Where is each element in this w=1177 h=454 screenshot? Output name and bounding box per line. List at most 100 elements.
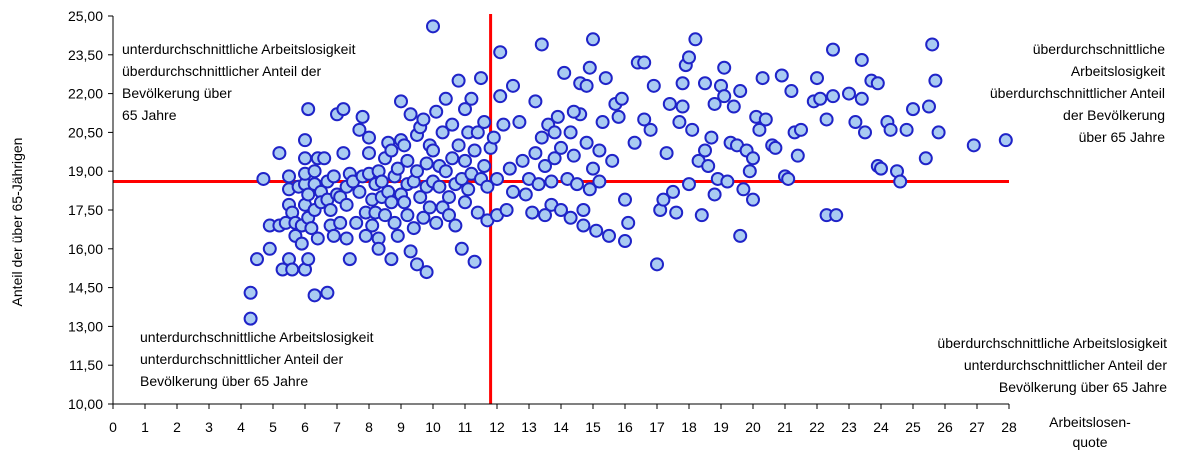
quadrant-label-bottom-left: unterdurchschnittliche Arbeitslosigkeit … (140, 326, 373, 392)
data-point (403, 244, 418, 259)
data-point (538, 159, 552, 174)
data-point (512, 115, 527, 130)
data-point (675, 76, 690, 91)
quadrant-label-line: über 65 Jahre (1078, 129, 1165, 145)
y-axis-ticks: 10,00 11,50 13,00 14,50 16,00 17,50 19,00 20,50… (68, 8, 113, 412)
x-tick-label: 17 (649, 419, 665, 435)
data-point (922, 99, 936, 114)
data-point (666, 184, 680, 199)
data-point (544, 174, 559, 189)
data-point (659, 146, 674, 161)
data-point (451, 73, 466, 88)
data-point (586, 32, 600, 47)
data-point (339, 197, 354, 212)
y-tick-label: 20,50 (68, 124, 103, 140)
x-tick-label: 22 (809, 419, 825, 435)
data-point (768, 140, 783, 155)
data-point (502, 161, 517, 176)
data-point (643, 122, 658, 137)
x-tick-label: 11 (458, 419, 473, 435)
x-tick-label: 21 (777, 419, 793, 435)
data-point (698, 76, 712, 91)
x-tick-label: 7 (333, 419, 341, 435)
x-tick-label: 19 (713, 419, 729, 435)
data-point (893, 174, 908, 189)
data-point (538, 208, 552, 223)
data-point (704, 130, 719, 145)
data-point (490, 171, 504, 186)
data-point (426, 143, 440, 158)
data-point (448, 218, 463, 233)
data-point (362, 130, 376, 145)
data-point (717, 60, 732, 75)
data-point (506, 78, 520, 93)
data-point (352, 122, 367, 137)
data-point (554, 140, 568, 155)
x-tick-label: 8 (365, 419, 373, 435)
data-point (858, 125, 872, 140)
data-point (547, 151, 562, 166)
data-point (566, 104, 581, 119)
data-point (470, 205, 485, 220)
x-axis-ticks: 0 1 2 3 4 5 6 7 8 9 10 11 12 13 14 15 16 17 18 19 20 21 22 23 24… (109, 404, 1017, 435)
data-point (352, 184, 367, 199)
data-point (378, 208, 392, 223)
data-point (250, 252, 264, 267)
x-tick-label: 25 (905, 419, 921, 435)
y-axis-title: Anteil der über 65-Jährigen (9, 138, 25, 307)
data-point (406, 221, 421, 236)
data-point (432, 179, 447, 194)
data-point (362, 146, 376, 161)
data-point (605, 153, 620, 168)
data-point (426, 19, 440, 34)
data-point (390, 161, 405, 176)
data-point (819, 112, 834, 127)
y-tick-label: 23,50 (68, 47, 103, 63)
x-tick-label: 12 (489, 419, 505, 435)
data-point (458, 153, 472, 168)
data-point (854, 91, 869, 106)
data-point (528, 94, 543, 109)
data-point (627, 135, 642, 150)
data-point (685, 122, 700, 137)
data-point (781, 171, 796, 186)
data-point (397, 138, 412, 153)
data-point (301, 252, 316, 267)
x-tick-label: 15 (585, 419, 601, 435)
data-point (323, 203, 338, 217)
data-point (637, 55, 652, 70)
data-point (307, 164, 322, 179)
data-point (899, 122, 914, 137)
data-point (365, 218, 380, 233)
data-point (829, 208, 844, 223)
data-point (758, 112, 773, 127)
quadrant-label-line: überdurchschnittliche (1032, 41, 1165, 57)
data-point (701, 159, 716, 174)
data-point (458, 102, 472, 117)
data-point (752, 122, 767, 137)
data-point (586, 161, 600, 176)
data-point (784, 84, 799, 99)
data-point (416, 210, 431, 225)
data-point (570, 177, 584, 192)
data-point (874, 161, 888, 176)
data-point (794, 122, 808, 137)
data-point (614, 91, 629, 106)
data-point (480, 179, 495, 194)
data-point (675, 99, 690, 114)
data-point (842, 86, 856, 101)
x-axis-title: Arbeitslosen- quote (1040, 412, 1140, 452)
data-point (733, 228, 748, 243)
data-point (243, 311, 258, 326)
data-point (301, 187, 316, 202)
data-point (563, 210, 578, 225)
data-point (304, 221, 319, 236)
data-point (755, 71, 770, 86)
data-point (400, 153, 415, 168)
data-point (602, 228, 616, 243)
data-point (461, 182, 476, 197)
data-point (742, 164, 757, 179)
data-point (906, 102, 920, 117)
data-point (298, 133, 312, 148)
data-point (518, 187, 533, 202)
